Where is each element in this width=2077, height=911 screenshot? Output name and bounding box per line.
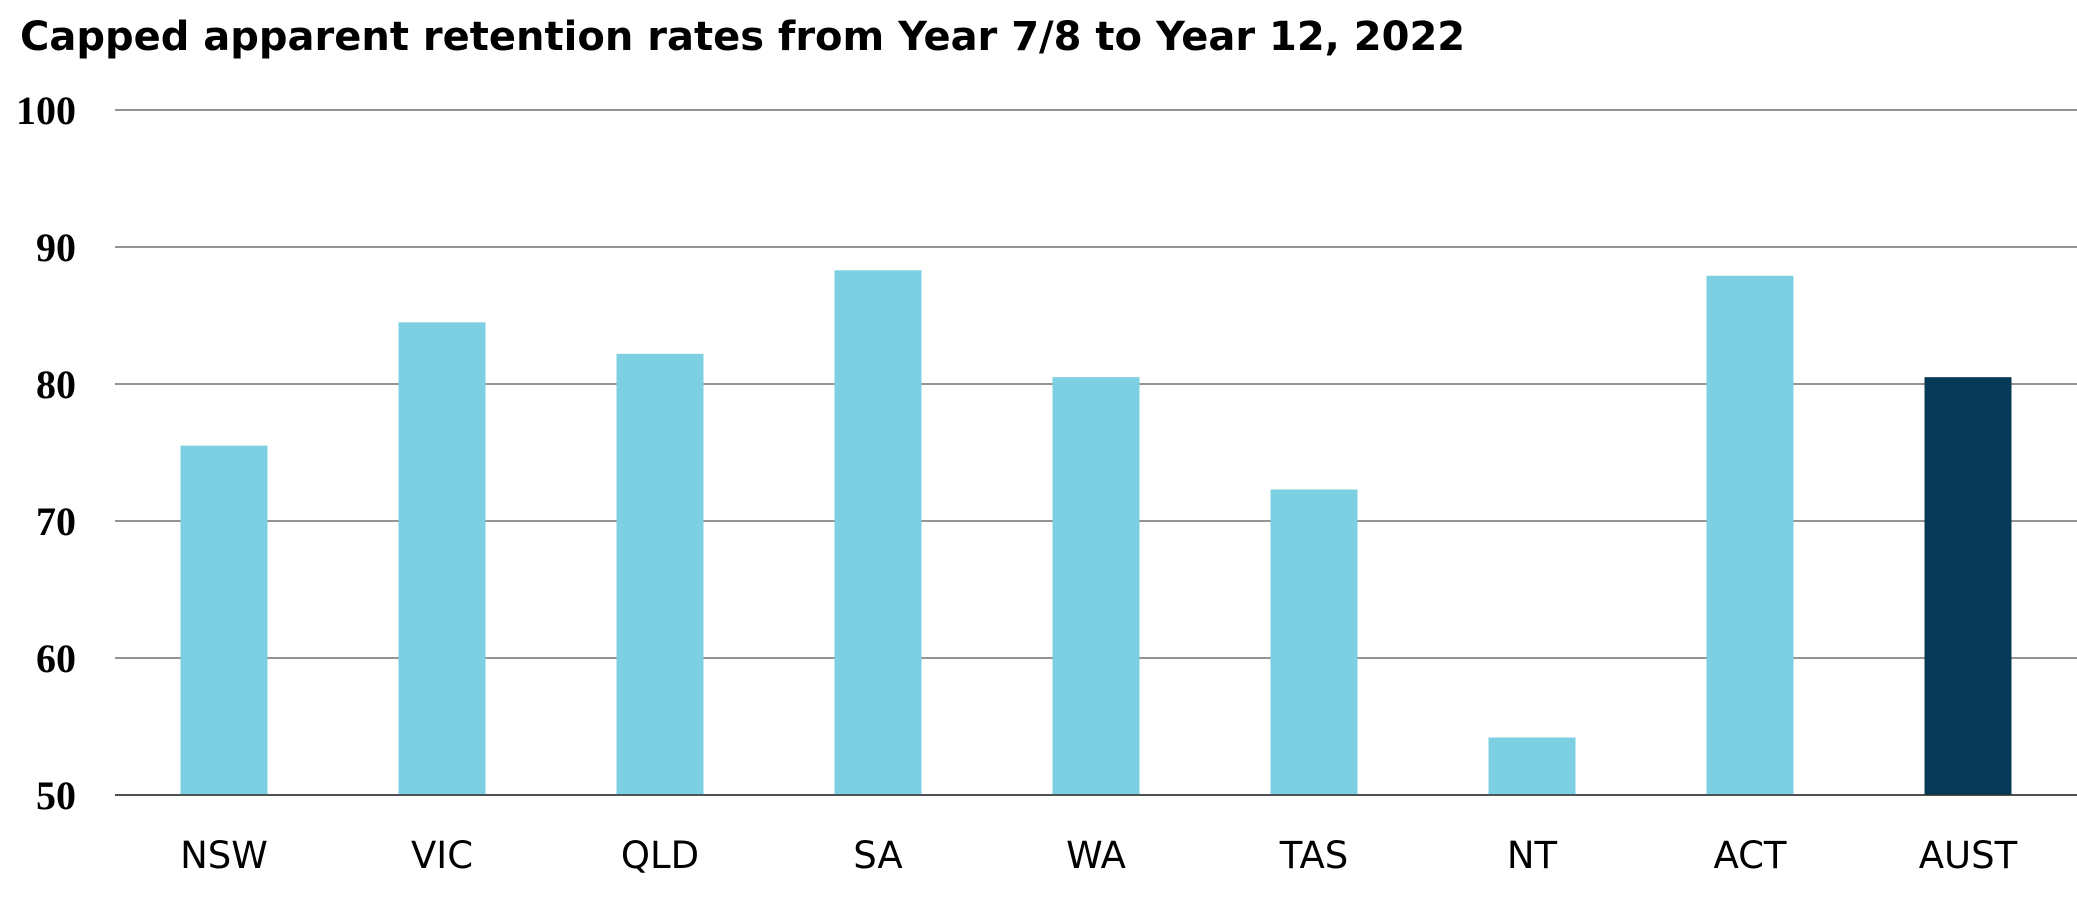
x-tick-label-sa: SA	[853, 834, 902, 877]
x-tick-label-qld: QLD	[621, 834, 699, 877]
x-tick-label-act: ACT	[1713, 834, 1786, 877]
x-tick-label-tas: TAS	[1279, 834, 1349, 877]
y-tick-label-60: 60	[36, 636, 76, 681]
x-tick-label-nt: NT	[1507, 834, 1558, 877]
x-tick-label-vic: VIC	[411, 834, 473, 877]
y-tick-label-100: 100	[16, 88, 76, 133]
y-tick-label-90: 90	[36, 225, 76, 270]
bar-wa	[1052, 377, 1140, 795]
bar-nsw	[180, 445, 268, 795]
bar-tas	[1270, 489, 1358, 795]
bar-qld	[616, 353, 704, 795]
bar-vic	[398, 322, 486, 795]
chart-title: Capped apparent retention rates from Yea…	[20, 14, 1466, 60]
x-tick-label-wa: WA	[1066, 834, 1126, 877]
bar-aust	[1924, 377, 2012, 795]
y-tick-label-80: 80	[36, 362, 76, 407]
y-tick-label-70: 70	[36, 499, 76, 544]
bar-act	[1706, 275, 1794, 795]
x-tick-label-nsw: NSW	[180, 834, 268, 877]
bar-sa	[834, 270, 922, 795]
bar-nt	[1488, 737, 1576, 795]
x-tick-label-aust: AUST	[1919, 834, 2018, 877]
y-tick-label-50: 50	[36, 773, 76, 818]
